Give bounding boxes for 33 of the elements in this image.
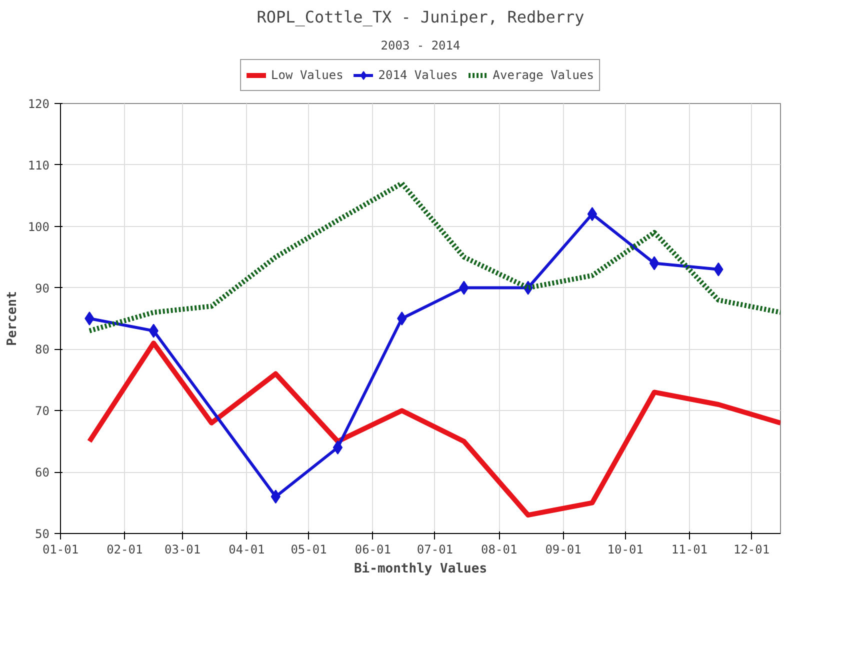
x-tick-label: 03-01 [164, 542, 201, 556]
x-tick-label: 01-01 [42, 542, 79, 556]
x-tick-label: 05-01 [290, 542, 327, 556]
x-tick-label: 07-01 [416, 542, 454, 556]
y-tick-label: 50 [35, 527, 50, 541]
y-tick-label: 90 [35, 281, 50, 296]
point [649, 256, 660, 270]
x-tick-label: 12-01 [733, 542, 770, 556]
x-tick-label: 09-01 [545, 542, 582, 556]
y-axis-title: Percent [4, 291, 20, 346]
y-tick-label: 80 [35, 342, 50, 357]
legend-label: 2014 Values [378, 68, 458, 82]
x-tick-label: 06-01 [354, 542, 391, 556]
x-tick-label: 11-01 [671, 542, 708, 556]
chart-subtitle: 2003 - 2014 [380, 38, 460, 52]
x-axis-title: Bi-monthly Values [354, 562, 488, 576]
point [332, 440, 343, 454]
y-tick-label: 70 [35, 404, 50, 418]
legend-label: Average Values [492, 68, 594, 82]
point [397, 312, 407, 326]
point [270, 490, 281, 504]
x-tick-label: 04-01 [228, 542, 265, 556]
y-tick-label: 120 [28, 97, 50, 111]
point [587, 207, 598, 222]
point [84, 312, 94, 326]
x-tick-label: 02-01 [106, 542, 143, 556]
y-tick-label: 60 [35, 466, 50, 480]
x-tick-label: 10-01 [607, 542, 644, 556]
chart-title: ROPL_Cottle_TX - Juniper, Redberry [256, 8, 585, 26]
legend-label: Low Values [271, 68, 344, 82]
x-tick-label: 08-01 [481, 542, 518, 556]
y-tick-label: 110 [28, 158, 50, 172]
y-tick-label: 100 [28, 220, 50, 234]
